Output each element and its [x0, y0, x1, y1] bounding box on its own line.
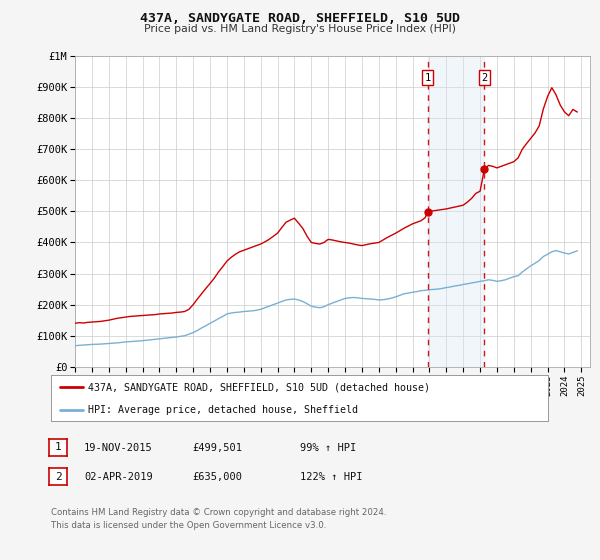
- Text: 2: 2: [55, 472, 62, 482]
- Text: 99% ↑ HPI: 99% ↑ HPI: [300, 443, 356, 453]
- Text: HPI: Average price, detached house, Sheffield: HPI: Average price, detached house, Shef…: [88, 405, 358, 415]
- Text: 19-NOV-2015: 19-NOV-2015: [84, 443, 153, 453]
- Text: £499,501: £499,501: [192, 443, 242, 453]
- Text: 437A, SANDYGATE ROAD, SHEFFIELD, S10 5UD (detached house): 437A, SANDYGATE ROAD, SHEFFIELD, S10 5UD…: [88, 382, 430, 393]
- Text: Price paid vs. HM Land Registry's House Price Index (HPI): Price paid vs. HM Land Registry's House …: [144, 24, 456, 34]
- Text: 2: 2: [481, 73, 487, 83]
- Text: 437A, SANDYGATE ROAD, SHEFFIELD, S10 5UD: 437A, SANDYGATE ROAD, SHEFFIELD, S10 5UD: [140, 12, 460, 25]
- Text: Contains HM Land Registry data © Crown copyright and database right 2024.
This d: Contains HM Land Registry data © Crown c…: [51, 508, 386, 530]
- Text: 1: 1: [425, 73, 431, 83]
- Text: 02-APR-2019: 02-APR-2019: [84, 472, 153, 482]
- Bar: [428, 56, 484, 367]
- Text: 122% ↑ HPI: 122% ↑ HPI: [300, 472, 362, 482]
- Text: £635,000: £635,000: [192, 472, 242, 482]
- Text: 1: 1: [55, 442, 62, 452]
